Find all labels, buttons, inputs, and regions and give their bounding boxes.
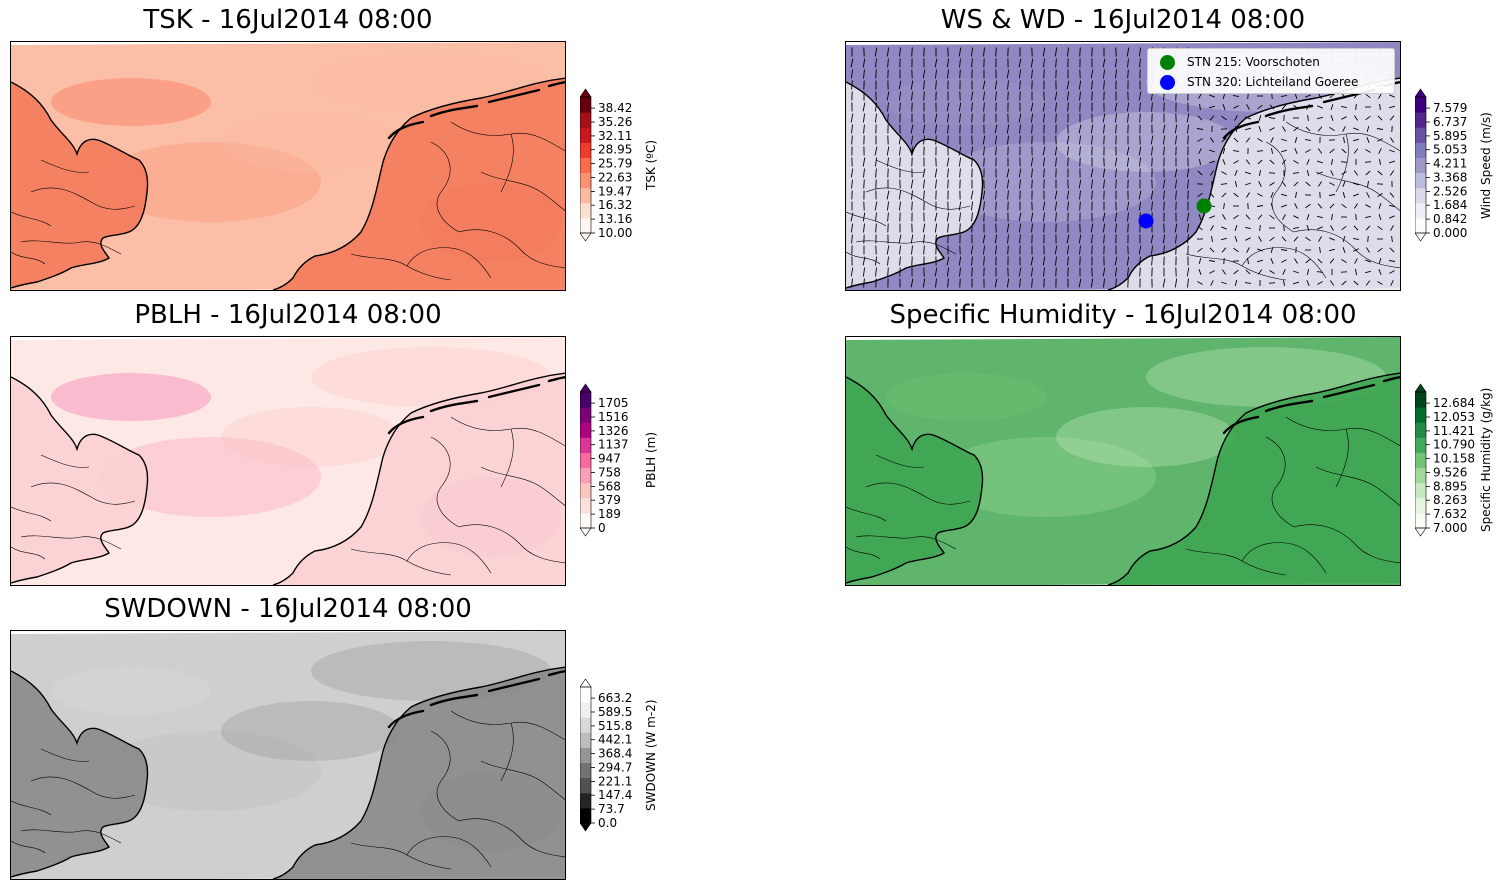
panel-title: TSK - 16Jul2014 08:00	[143, 5, 433, 35]
colorbar-tick-label: 589.5	[598, 705, 632, 719]
legend-item-voorschoten: STN 215: Voorschoten	[1160, 53, 1320, 71]
colorbar-tick-label: 5.895	[1433, 129, 1467, 143]
panel-title: PBLH - 16Jul2014 08:00	[134, 300, 442, 330]
colorbar-tick-label: 0.0	[598, 816, 617, 830]
colorbar-tick-label: 368.4	[598, 747, 632, 761]
panel-title: WS & WD - 16Jul2014 08:00	[940, 5, 1306, 35]
station-voorschoten-marker	[1196, 198, 1212, 214]
colorbar-tick-label: 35.26	[598, 115, 632, 129]
colorbar-tick-label: 8.263	[1433, 493, 1467, 507]
colorbar-tick-label: 12.684	[1433, 396, 1475, 410]
colorbar-tick-label: 7.632	[1433, 507, 1467, 521]
map-q	[845, 336, 1401, 586]
colorbar-tick-label: 379	[598, 493, 621, 507]
colorbar-tick-label: 663.2	[598, 691, 632, 705]
colorbar-tick-label: 38.42	[598, 101, 632, 115]
colorbar-tick-label: 0	[598, 521, 606, 535]
legend-label: STN 320: Lichteiland Goeree	[1187, 75, 1359, 89]
panel-title: Specific Humidity - 16Jul2014 08:00	[889, 300, 1357, 330]
map-sw	[10, 630, 566, 880]
colorbar-svg: 0.0000.8421.6842.5263.3684.2115.0535.895…	[1414, 88, 1467, 242]
colorbar-tick-label: 442.1	[598, 733, 632, 747]
colorbar-tick-label: 1326	[598, 424, 629, 438]
colorbar-label: Wind Speed (m/s)	[1479, 111, 1493, 219]
green-dot-icon	[1160, 54, 1175, 70]
map-tsk	[10, 41, 566, 291]
colorbar-tick-label: 1705	[598, 396, 629, 410]
blue-dot-icon	[1160, 74, 1175, 90]
colorbar-tick-label: 10.00	[598, 226, 632, 240]
colorbar-tick-label: 5.053	[1433, 143, 1467, 157]
colorbar-tick-label: 19.47	[598, 184, 632, 198]
colorbar-tick-label: 22.63	[598, 171, 632, 185]
colorbar-label: PBLH (m)	[644, 431, 658, 488]
colorbar-tick-label: 2.526	[1433, 184, 1467, 198]
colorbar-tick-label: 32.11	[598, 129, 632, 143]
colorbar-tick-label: 4.211	[1433, 157, 1467, 171]
panel-title: SWDOWN - 16Jul2014 08:00	[104, 594, 472, 624]
colorbar-tick-label: 1516	[598, 410, 629, 424]
colorbar-label: TSK (ºC)	[644, 139, 658, 190]
colorbar-tick-label: 7.000	[1433, 521, 1467, 535]
colorbar-sw: 0.0 73.7 147.4 221.1 294.7 368.4 442.1 515.8 589…	[579, 678, 660, 838]
colorbar-label: SWDOWN (W m-2)	[644, 699, 658, 811]
colorbar-svg: 0.073.7147.4221.1294.7368.4442.1515.8589…	[579, 678, 632, 832]
colorbar-tick-label: 10.158	[1433, 452, 1475, 466]
colorbar-tsk: 10.00 13.16 16.32 19.47 22.63 25.79 28.95 32.11…	[579, 88, 660, 248]
colorbar-tick-label: 294.7	[598, 761, 632, 775]
map-ws: STN 215: Voorschoten STN 320: Lichteilan…	[845, 41, 1401, 291]
colorbar-tick-label: 7.579	[1433, 101, 1467, 115]
colorbar-tick-label: 947	[598, 452, 621, 466]
colorbar-tick-label: 28.95	[598, 143, 632, 157]
colorbar-tick-label: 73.7	[598, 802, 625, 816]
map-pblh	[10, 336, 566, 586]
colorbar-tick-label: 515.8	[598, 719, 632, 733]
colorbar-tick-label: 6.737	[1433, 115, 1467, 129]
station-legend: STN 215: Voorschoten STN 320: Lichteilan…	[1147, 48, 1395, 94]
legend-label: STN 215: Voorschoten	[1187, 55, 1320, 69]
colorbar-q: 7.000 7.632 8.263 8.895 9.526 10.158 10.790 11.…	[1414, 383, 1495, 543]
colorbar-tick-label: 221.1	[598, 774, 632, 788]
colorbar-ws: 0.000 0.842 1.684 2.526 3.368 4.211 5.053 5.895…	[1414, 88, 1495, 248]
colorbar-tick-label: 12.053	[1433, 410, 1475, 424]
colorbar-tick-label: 16.32	[598, 198, 632, 212]
colorbar-tick-label: 0.000	[1433, 226, 1467, 240]
colorbar-tick-label: 13.16	[598, 212, 632, 226]
colorbar-tick-label: 568	[598, 479, 621, 493]
station-goeree-marker	[1138, 213, 1154, 229]
colorbar-tick-label: 10.790	[1433, 438, 1475, 452]
colorbar-tick-label: 1137	[598, 438, 629, 452]
colorbar-svg: 10.0013.1616.3219.4722.6325.7928.9532.11…	[579, 88, 632, 242]
colorbar-tick-label: 8.895	[1433, 479, 1467, 493]
colorbar-label: Specific Humidity (g/kg)	[1479, 387, 1493, 532]
colorbar-pblh: 0 189 379 568 758 947 1137 1326 1516 1705 PBLH (m)	[579, 383, 660, 543]
colorbar-svg: 7.0007.6328.2638.8959.52610.15810.79011.…	[1414, 383, 1475, 537]
colorbar-tick-label: 9.526	[1433, 466, 1467, 480]
colorbar-tick-label: 1.684	[1433, 198, 1467, 212]
colorbar-tick-label: 189	[598, 507, 621, 521]
colorbar-tick-label: 25.79	[598, 157, 632, 171]
colorbar-tick-label: 11.421	[1433, 424, 1475, 438]
colorbar-tick-label: 3.368	[1433, 171, 1467, 185]
colorbar-tick-label: 0.842	[1433, 212, 1467, 226]
legend-item-goeree: STN 320: Lichteiland Goeree	[1160, 73, 1358, 91]
colorbar-tick-label: 758	[598, 466, 621, 480]
colorbar-tick-label: 147.4	[598, 788, 632, 802]
